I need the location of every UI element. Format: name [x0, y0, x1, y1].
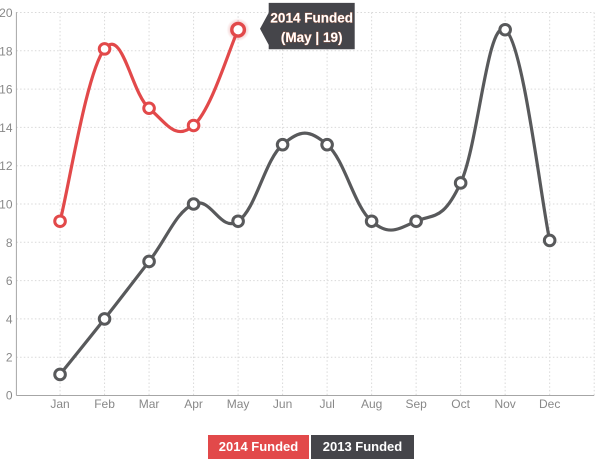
- svg-text:Mar: Mar: [139, 397, 160, 411]
- svg-text:Jun: Jun: [273, 397, 292, 411]
- svg-text:Oct: Oct: [451, 397, 470, 411]
- svg-text:Sep: Sep: [405, 397, 427, 411]
- svg-text:May: May: [227, 397, 250, 411]
- svg-text:2014 Funded: 2014 Funded: [270, 11, 353, 26]
- svg-text:14: 14: [0, 121, 13, 135]
- svg-text:20: 20: [0, 6, 13, 20]
- svg-text:16: 16: [0, 83, 13, 97]
- svg-text:12: 12: [0, 159, 13, 173]
- svg-text:4: 4: [6, 312, 13, 326]
- svg-text:18: 18: [0, 44, 13, 58]
- svg-text:6: 6: [6, 274, 13, 288]
- svg-text:Aug: Aug: [361, 397, 382, 411]
- svg-text:Nov: Nov: [494, 397, 515, 411]
- svg-text:Jan: Jan: [50, 397, 69, 411]
- svg-text:Dec: Dec: [539, 397, 560, 411]
- svg-text:Apr: Apr: [184, 397, 203, 411]
- svg-text:10: 10: [0, 198, 13, 212]
- svg-text:0: 0: [6, 389, 13, 403]
- svg-text:8: 8: [6, 236, 13, 250]
- svg-text:Feb: Feb: [94, 397, 115, 411]
- svg-text:Jul: Jul: [319, 397, 334, 411]
- svg-text:2: 2: [6, 351, 13, 365]
- svg-text:(May | 19): (May | 19): [281, 30, 343, 45]
